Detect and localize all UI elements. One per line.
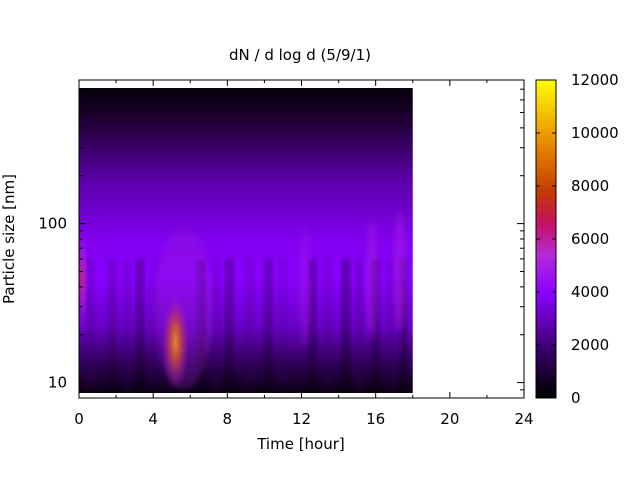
heatmap-streak (86, 258, 95, 390)
y-axis: 10 100 (38, 79, 524, 399)
x-tick-label: 20 (440, 410, 459, 428)
heatmap-streak (399, 258, 408, 390)
heatmap-streak (264, 258, 273, 390)
x-tick-label: 12 (292, 410, 311, 428)
x-axis-label: Time [hour] (256, 435, 345, 453)
heatmap-streak (212, 258, 221, 390)
colorbar-tick-label: 4000 (571, 283, 609, 301)
x-tick-label: 24 (514, 410, 533, 428)
heatmap-early-band (79, 223, 89, 334)
colorbar-tick-label: 8000 (571, 177, 609, 195)
heatmap-streak (123, 258, 132, 390)
heatmap-burst-halo (153, 229, 214, 390)
heatmap (79, 88, 413, 393)
heatmap-streak (323, 258, 332, 390)
colorbar-tick-label: 6000 (571, 230, 609, 248)
y-tick-label: 10 (48, 374, 67, 392)
heatmap-streak (278, 258, 287, 390)
colorbar-tick-label: 2000 (571, 336, 609, 354)
x-tick-label: 0 (74, 410, 84, 428)
heatmap-streak (342, 258, 350, 390)
y-axis-label: Particle size [nm] (0, 174, 18, 304)
x-tick-label: 4 (148, 410, 158, 428)
colorbar-tick-label: 0 (571, 389, 581, 407)
heatmap-streak (386, 258, 395, 390)
heatmap-band (365, 218, 378, 339)
heatmap-streak (225, 258, 234, 390)
x-tick-label: 8 (223, 410, 233, 428)
colorbar-ticks: 0 2000 4000 6000 8000 10000 12000 (536, 71, 619, 407)
heatmap-streak (108, 258, 117, 390)
heatmap-streak (354, 258, 363, 390)
heatmap-streak (308, 258, 317, 390)
heatmap-band (393, 211, 406, 332)
heatmap-band (299, 226, 312, 347)
colorbar-tick-label: 10000 (571, 124, 619, 142)
chart-title: dN / d log d (5/9/1) (229, 46, 371, 64)
x-tick-label: 16 (366, 410, 385, 428)
x-axis: 0 4 8 12 16 20 24 (74, 80, 534, 428)
heatmap-streak (245, 258, 254, 390)
heatmap-streak (136, 258, 145, 390)
colorbar-tick-label: 12000 (571, 71, 619, 89)
y-tick-label: 100 (38, 215, 67, 233)
